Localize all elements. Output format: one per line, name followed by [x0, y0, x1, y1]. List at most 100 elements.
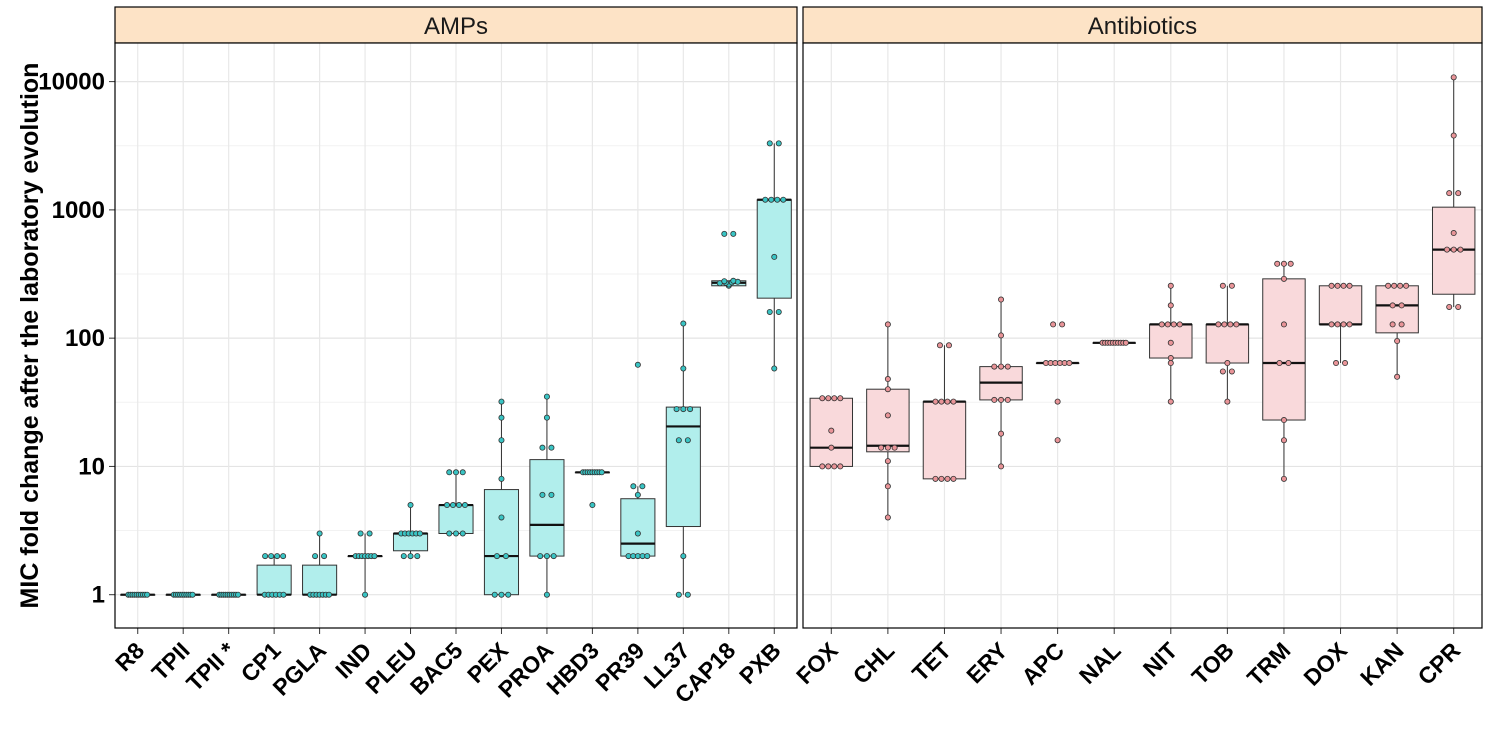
data-point — [938, 398, 945, 405]
data-point — [1443, 246, 1450, 253]
data-point — [498, 414, 505, 421]
data-point — [1167, 302, 1174, 309]
data-point — [1228, 368, 1235, 375]
data-point — [780, 196, 787, 203]
x-tick-label: KAN — [1355, 637, 1409, 691]
data-point — [1340, 321, 1347, 328]
box-group — [302, 530, 338, 598]
panel-border — [114, 42, 798, 629]
box-iqr — [483, 489, 520, 596]
data-point — [680, 365, 687, 372]
data-point — [498, 591, 505, 598]
panel-strip — [114, 6, 798, 44]
data-point — [1446, 303, 1453, 310]
box-iqr — [1205, 323, 1250, 364]
data-point — [274, 553, 281, 560]
data-point — [831, 395, 838, 402]
data-point — [1059, 321, 1066, 328]
data-point — [684, 437, 691, 444]
data-point — [598, 469, 605, 476]
data-point — [884, 376, 891, 383]
box-group — [979, 296, 1023, 470]
box-iqr — [756, 199, 792, 299]
data-point — [938, 475, 945, 482]
data-point — [768, 196, 775, 203]
data-point — [680, 406, 687, 413]
panel-background — [803, 43, 1482, 628]
box-group — [120, 591, 156, 598]
data-point — [721, 230, 728, 237]
data-point — [721, 278, 728, 285]
data-point — [1280, 260, 1287, 267]
data-point — [262, 553, 269, 560]
data-point — [325, 591, 332, 598]
box-group — [165, 591, 201, 598]
box-group — [620, 361, 656, 560]
data-point — [1334, 321, 1341, 328]
box-group — [1205, 282, 1250, 405]
data-point — [498, 514, 505, 521]
data-point — [1224, 360, 1231, 367]
box-iqr — [529, 459, 565, 557]
data-point — [1389, 302, 1396, 309]
data-point — [630, 483, 637, 490]
box-group — [1262, 260, 1306, 482]
data-point — [1164, 321, 1171, 328]
data-point — [1394, 373, 1401, 380]
data-point — [1391, 282, 1398, 289]
x-tick-label: PXB — [734, 637, 786, 689]
data-point — [407, 553, 414, 560]
data-point — [1280, 275, 1287, 282]
box-group — [665, 320, 701, 598]
y-axis-label: MIC fold change after the laboratory evo… — [16, 63, 44, 609]
data-point — [371, 553, 378, 560]
data-point — [1224, 398, 1231, 405]
data-point — [1219, 282, 1226, 289]
box-group — [1092, 339, 1136, 346]
box-group — [529, 393, 565, 598]
box-group — [756, 140, 792, 372]
data-point — [1215, 321, 1222, 328]
data-point — [443, 502, 450, 509]
data-point — [1403, 282, 1410, 289]
x-tick-label: TRM — [1242, 637, 1296, 691]
data-point — [1450, 74, 1457, 81]
box-group — [392, 502, 429, 560]
data-point — [730, 277, 737, 284]
data-point — [1455, 303, 1462, 310]
data-point — [998, 363, 1005, 370]
data-point — [762, 196, 769, 203]
data-point — [1285, 360, 1292, 367]
data-point — [950, 398, 957, 405]
data-point — [1397, 282, 1404, 289]
data-point — [316, 530, 323, 537]
data-point — [1450, 230, 1457, 237]
y-tick-label: 100 — [65, 325, 105, 352]
panel-border — [802, 42, 1483, 629]
data-point — [1328, 321, 1335, 328]
data-point — [1394, 338, 1401, 345]
box-group — [711, 230, 747, 289]
data-point — [502, 553, 509, 560]
data-point — [280, 591, 287, 598]
data-point — [771, 253, 778, 260]
box-group — [1035, 321, 1080, 444]
data-point — [1167, 355, 1174, 362]
box-group — [1375, 282, 1419, 380]
data-point — [730, 230, 737, 237]
data-point — [589, 502, 596, 509]
data-point — [539, 444, 546, 451]
data-point — [687, 406, 694, 413]
x-tick-label: NAL — [1074, 637, 1126, 689]
data-point — [498, 437, 505, 444]
data-point — [884, 483, 891, 490]
data-point — [1389, 321, 1396, 328]
data-point — [944, 475, 951, 482]
data-point — [831, 463, 838, 470]
box-iqr — [256, 564, 292, 596]
box-group — [1318, 282, 1363, 367]
data-point — [1054, 437, 1061, 444]
data-point — [1227, 321, 1234, 328]
data-point — [998, 430, 1005, 437]
data-point — [416, 530, 423, 537]
